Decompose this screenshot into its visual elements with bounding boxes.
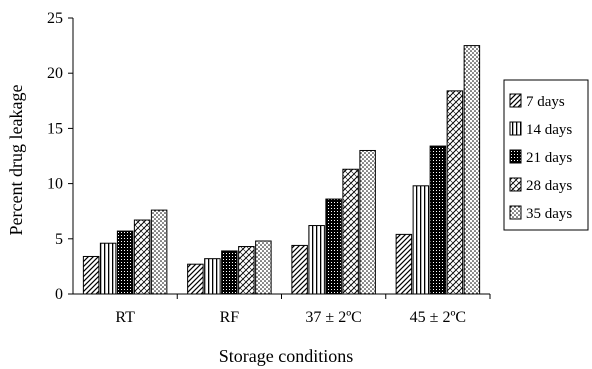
bar — [204, 258, 221, 295]
bar — [150, 209, 168, 295]
legend-swatch — [509, 121, 522, 136]
bar — [187, 263, 204, 295]
legend: 7 days 14 days 21 days 28 days 35 days — [503, 79, 589, 231]
y-tick-label: 5 — [55, 231, 63, 248]
x-tick-label: RT — [115, 309, 135, 326]
legend-swatch — [509, 149, 522, 164]
legend-swatch — [509, 205, 522, 220]
bar — [446, 90, 464, 295]
tick-labels: 0 5 10 15 20 25 RT RF 37 ± 2ºC 45 ± 2ºC — [47, 10, 466, 326]
bar — [359, 149, 376, 295]
bar — [116, 230, 134, 295]
x-tick-label: 37 ± 2ºC — [305, 309, 361, 326]
y-tick-label: 15 — [47, 120, 63, 137]
bar — [255, 240, 272, 295]
y-axis-title: Percent drug leakage — [6, 85, 26, 236]
y-tick-label: 20 — [47, 65, 63, 82]
legend-label: 21 days — [526, 150, 572, 166]
bar — [412, 185, 430, 295]
bar — [342, 168, 359, 295]
x-tick-label: RF — [220, 309, 240, 326]
bar — [99, 242, 117, 295]
legend-swatch — [509, 177, 522, 192]
legend-label: 7 days — [526, 94, 565, 110]
bar — [308, 225, 325, 295]
legend-label: 14 days — [526, 122, 572, 138]
bar — [395, 233, 413, 295]
bar — [238, 246, 255, 295]
legend-label: 28 days — [526, 178, 572, 194]
y-tick-label: 25 — [47, 10, 63, 27]
bar — [463, 45, 481, 295]
y-tick-label: 10 — [47, 176, 63, 193]
bar — [291, 244, 308, 295]
legend-swatch — [509, 93, 522, 108]
bar — [133, 219, 151, 295]
legend-label: 35 days — [526, 206, 572, 222]
bar — [429, 145, 447, 295]
bar — [82, 255, 100, 295]
x-axis-title: Storage conditions — [219, 346, 353, 366]
bars — [82, 45, 481, 295]
bar — [221, 250, 238, 295]
y-tick-label: 0 — [55, 286, 63, 303]
bar — [325, 198, 342, 295]
x-tick-label: 45 ± 2ºC — [410, 309, 466, 326]
